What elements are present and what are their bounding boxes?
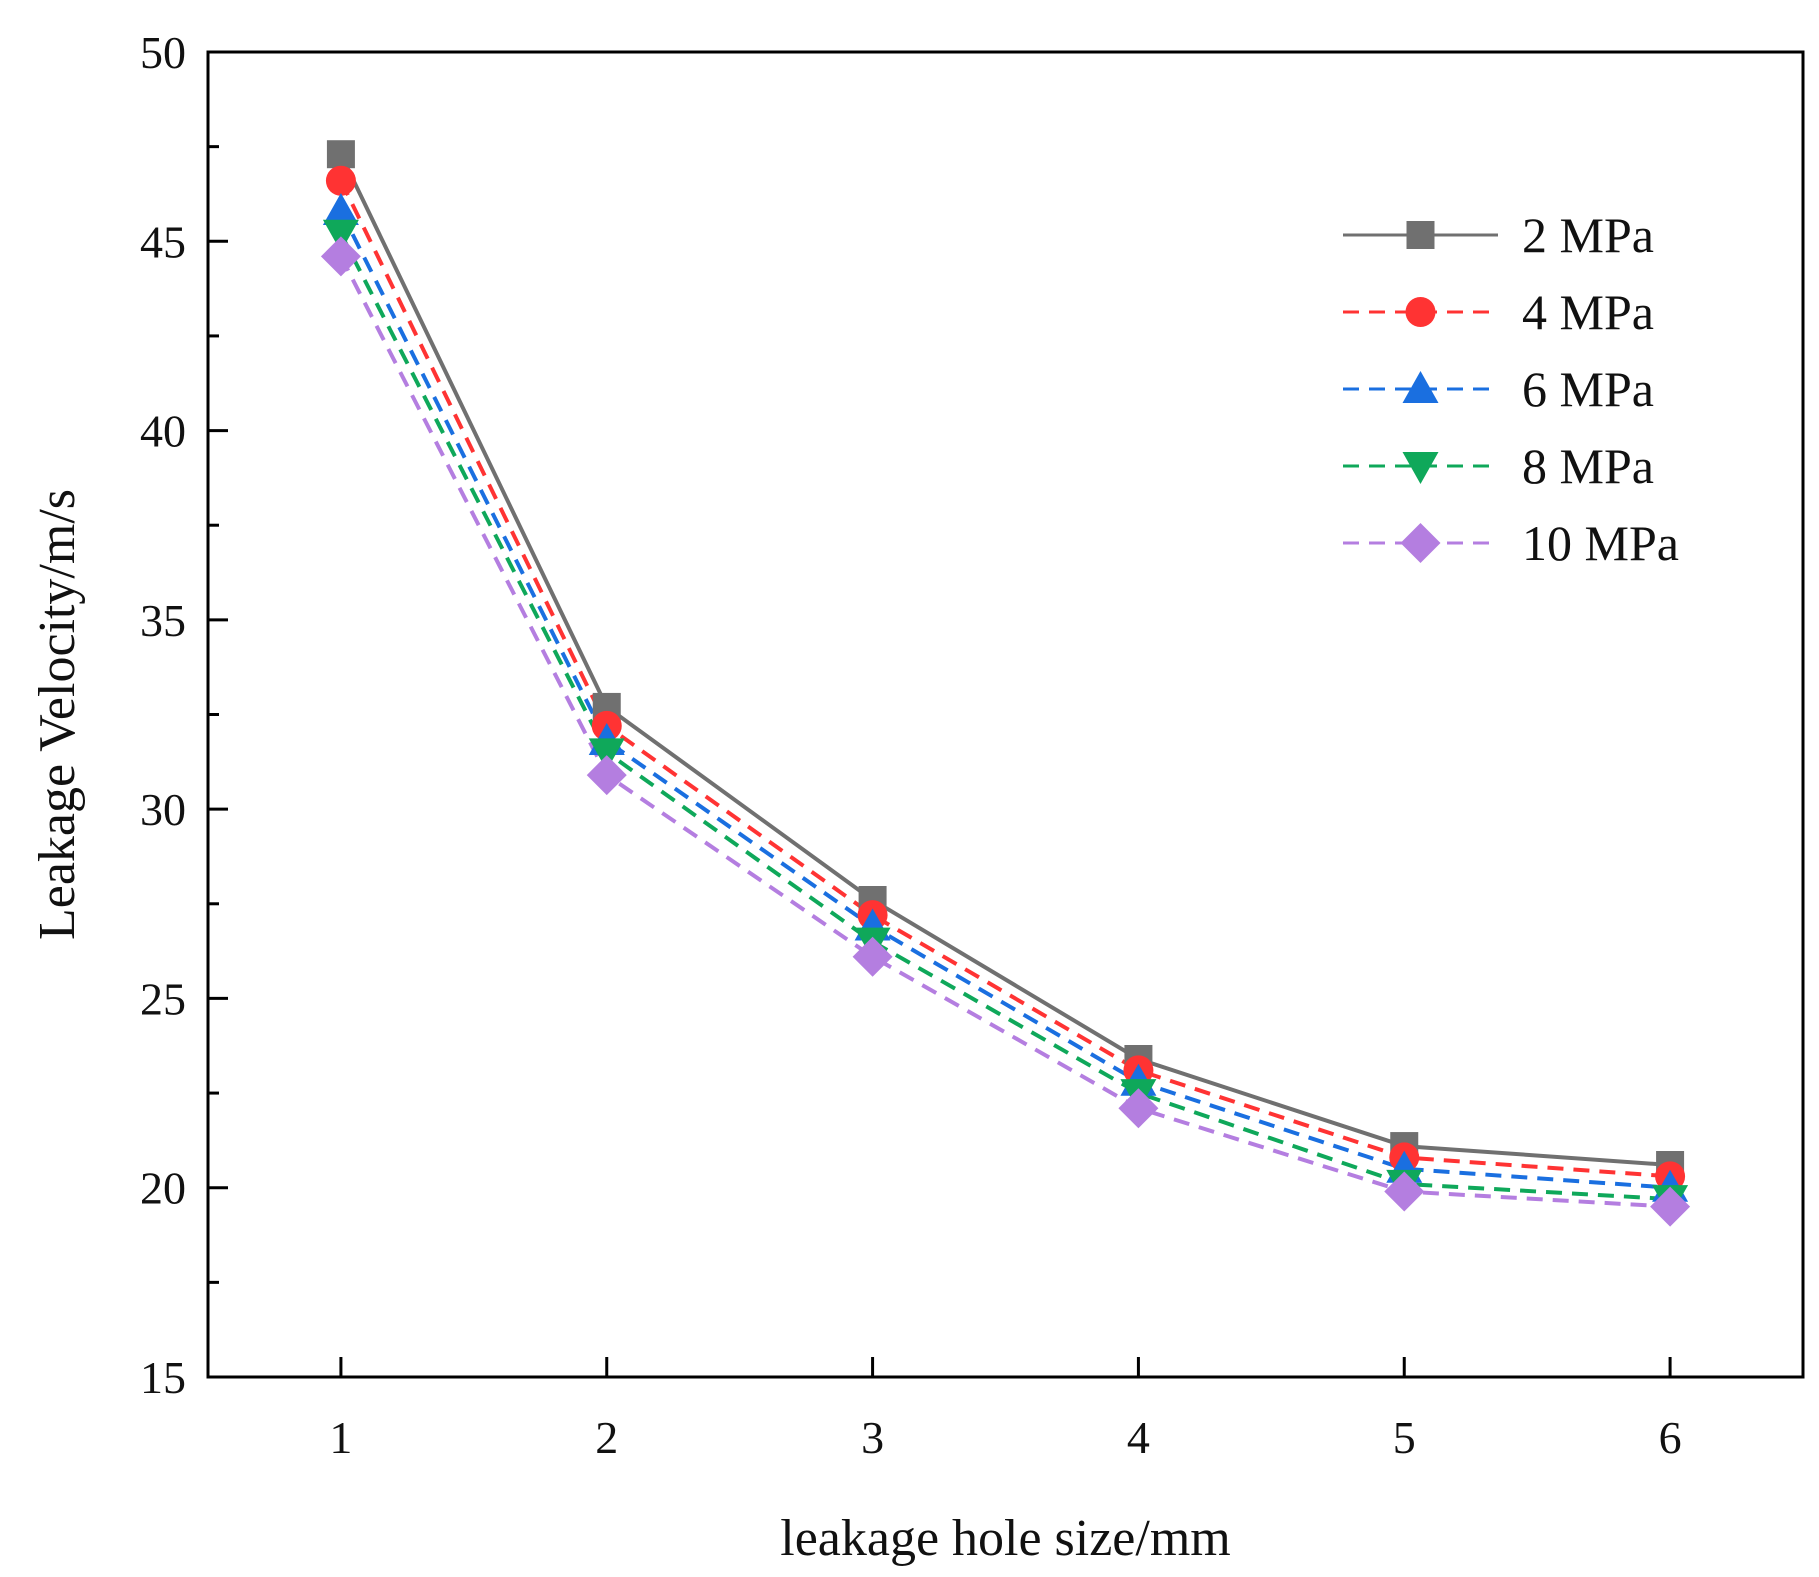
data-point-10-mpa [1650,1186,1691,1227]
legend-label-8-mpa: 8 MPa [1522,438,1654,494]
x-tick-label: 2 [595,1412,618,1463]
x-tick-labels: 1 2 3 4 5 6 [329,1412,1681,1463]
y-tick-label: 50 [140,27,186,78]
y-tick-label: 25 [140,973,186,1024]
legend: 2 MPa 4 MPa 6 MPa 8 MPa 10 MPa [1343,207,1679,571]
y-tick-label: 45 [140,216,186,267]
legend-marker-6-mpa [1402,371,1439,403]
series-line-8-mpa [339,232,1671,1202]
series-line-10-mpa [339,255,1671,1209]
data-point-8-mpa [322,219,359,252]
x-tick-label: 1 [329,1412,352,1463]
y-tick-label: 30 [140,784,186,835]
data-point-10-mpa [320,236,361,277]
data-point-4-mpa [325,165,356,196]
x-tick-label: 4 [1127,1412,1150,1463]
y-axis-title: Leakage Velocity/m/s [29,489,86,940]
axis-major-ticks [208,50,1672,1379]
x-axis-title: leakage hole size/mm [780,1510,1230,1567]
series-line-2-mpa [339,153,1671,1167]
data-point-10-mpa [586,755,627,796]
y-tick-label: 35 [140,595,186,646]
y-tick-label: 20 [140,1163,186,1214]
x-tick-label: 6 [1659,1412,1682,1463]
legend-label-2-mpa: 2 MPa [1522,207,1654,263]
legend-marker-2-mpa [1406,221,1435,249]
series-line-6-mpa [339,210,1671,1190]
series-markers [320,140,1691,1227]
data-point-10-mpa [1118,1088,1159,1129]
x-tick-label: 5 [1393,1412,1416,1463]
y-tick-label: 40 [140,406,186,457]
series-line-4-mpa [339,179,1671,1179]
legend-label-6-mpa: 6 MPa [1522,361,1654,417]
legend-label-10-mpa: 10 MPa [1522,515,1679,571]
data-point-10-mpa [852,936,893,977]
y-tick-label: 15 [140,1352,186,1403]
series-lines [339,153,1671,1209]
legend-marker-4-mpa [1405,297,1436,327]
legend-label-4-mpa: 4 MPa [1522,284,1654,340]
y-tick-labels: 15 20 25 30 35 40 45 50 [140,27,186,1403]
y-minor-ticks [208,145,219,1284]
legend-marker-8-mpa [1402,452,1439,484]
plot-frame [206,50,1805,1379]
data-point-10-mpa [1384,1171,1425,1212]
data-point-2-mpa [326,140,355,169]
data-point-8-mpa [588,738,625,771]
x-tick-label: 3 [861,1412,884,1463]
data-point-6-mpa [322,193,359,225]
legend-marker-10-mpa [1400,523,1441,563]
